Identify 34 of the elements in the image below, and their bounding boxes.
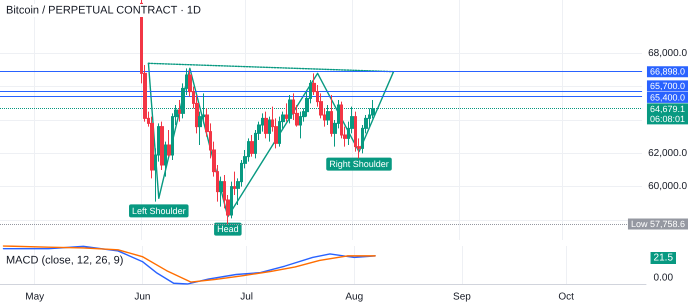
chart-title: Bitcoin / PERPETUAL CONTRACT · 1D xyxy=(6,4,202,16)
y-tick-label: 62,000.0 xyxy=(648,148,688,159)
candlestick xyxy=(167,130,171,158)
y-tick-label: 60,000.0 xyxy=(648,181,688,192)
candlestick xyxy=(160,121,164,170)
candlestick xyxy=(164,141,167,178)
candlestick xyxy=(233,171,236,196)
candlestick xyxy=(299,111,302,139)
candlestick xyxy=(178,100,181,122)
x-tick-label: Oct xyxy=(558,292,574,302)
candlestick xyxy=(219,176,223,208)
x-tick-label: Aug xyxy=(345,292,364,302)
x-tick-label: Sep xyxy=(453,292,472,302)
candlestick xyxy=(288,94,292,124)
candlestick xyxy=(250,134,254,158)
x-tick-label: Jun xyxy=(134,292,150,302)
text: MACD (close, 12, 26, 9) xyxy=(6,254,124,266)
text: 21.5 xyxy=(654,252,674,264)
candlestick xyxy=(264,111,268,139)
candlestick xyxy=(330,94,333,138)
annotation: Right Shoulder xyxy=(329,159,389,170)
ref-line-label: 66,898.0 xyxy=(650,66,686,77)
text: 0.00 xyxy=(654,272,674,284)
y-tick-label: 68,000.0 xyxy=(648,48,688,59)
annotation: Head xyxy=(217,224,239,234)
ref-line-label: 65,400.0 xyxy=(650,92,686,102)
ref-line-label: Low 57,758.6 xyxy=(630,219,686,230)
ref-line-label: 64,679.1 06:08:01 xyxy=(650,104,686,124)
annotation: Left Shoulder xyxy=(132,206,186,216)
candlestick xyxy=(268,116,271,142)
x-tick-label: May xyxy=(25,292,44,302)
x-tick-label: Jul xyxy=(240,292,253,302)
ref-line-label: 65,700.0 xyxy=(650,80,686,91)
candlestick xyxy=(285,102,288,122)
